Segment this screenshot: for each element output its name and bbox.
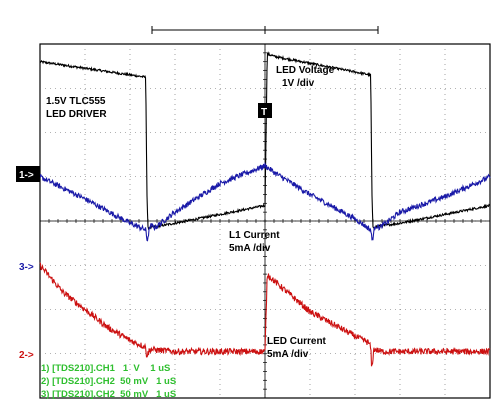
status-line-2: 2) [TDS210].CH2 50 mV 1 uS (41, 376, 176, 387)
record-window-indicator (151, 26, 379, 34)
svg-text:1->: 1-> (19, 170, 34, 181)
trigger-marker: T (258, 103, 272, 118)
l1-current-trace (39, 161, 491, 242)
led-voltage-scale: 1V /div (282, 78, 315, 89)
led-current-scale: 5mA /div (267, 349, 309, 360)
led-current-trace (39, 262, 491, 367)
driver-title-line2: LED DRIVER (46, 109, 107, 120)
channel-marker-ch3: 3-> (19, 262, 34, 273)
l1-current-label: L1 Current (229, 230, 280, 241)
channel-marker-ch1: 1-> (16, 166, 40, 182)
driver-title-line1: 1.5V TLC555 (46, 96, 106, 107)
svg-text:T: T (261, 107, 267, 118)
led-voltage-trace (39, 51, 491, 231)
svg-text:2->: 2-> (19, 350, 34, 361)
led-voltage-label: LED Voltage (276, 65, 335, 76)
svg-text:3->: 3-> (19, 262, 34, 273)
led-current-label: LED Current (267, 336, 327, 347)
status-line-1: 1) [TDS210].CH1 1 V 1 uS (41, 363, 170, 374)
l1-current-scale: 5mA /div (229, 243, 271, 254)
traces (39, 51, 491, 367)
channel-marker-ch2: 2-> (19, 350, 34, 361)
status-line-3: 3) [TDS210].CH2 50 mV 1 uS (41, 389, 176, 400)
